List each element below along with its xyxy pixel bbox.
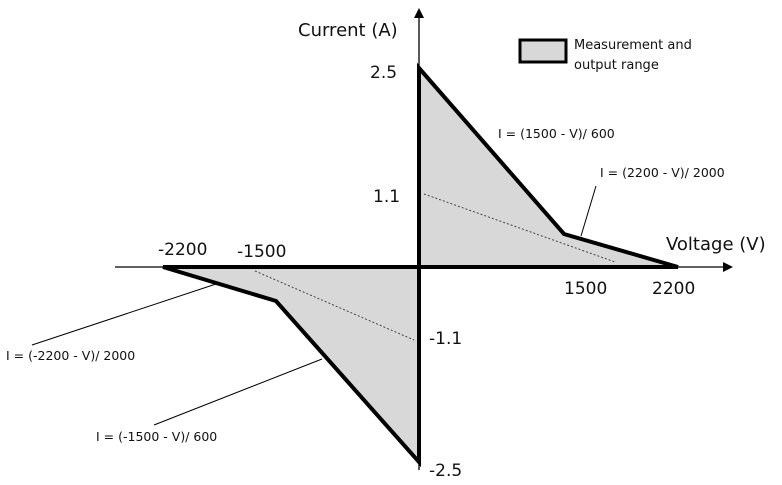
legend-label-line-2: output range: [574, 58, 659, 73]
leader-q3-steep: [153, 358, 323, 426]
leader-q3-shallow: [31, 283, 217, 346]
legend-swatch: [518, 38, 568, 64]
tick-x-neg-2200: -2200: [158, 240, 207, 260]
equation-q3-steep: I = (-1500 - V)/ 600: [96, 429, 217, 444]
tick-x-neg-1500: -1500: [237, 242, 286, 262]
equation-q1-steep: I = (1500 - V)/ 600: [498, 126, 615, 141]
tick-x-1500: 1500: [564, 279, 607, 299]
legend-label-line-1: Measurement and: [574, 38, 692, 53]
tick-y-neg-2-5: -2.5: [429, 461, 462, 481]
leader-q1-shallow: [580, 185, 597, 237]
dotted-line-q3: [254, 270, 415, 341]
tick-x-2200: 2200: [652, 279, 695, 299]
tick-y-1-1: 1.1: [373, 187, 400, 207]
equation-q3-shallow: I = (-2200 - V)/ 2000: [6, 348, 135, 363]
tick-y-2-5: 2.5: [370, 63, 397, 83]
dotted-line-q1: [423, 193, 616, 263]
equation-q1-shallow: I = (2200 - V)/ 2000: [600, 165, 725, 180]
y-axis-title: Current (A): [298, 20, 398, 41]
x-axis-title: Voltage (V): [666, 234, 766, 255]
tick-y-neg-1-1: -1.1: [429, 329, 462, 349]
